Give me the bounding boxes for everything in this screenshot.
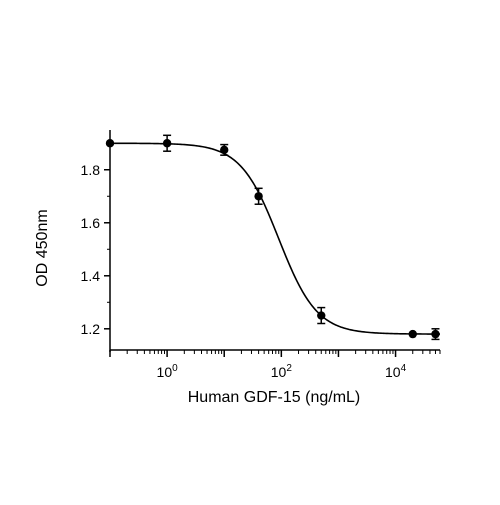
x-tick-label: 100: [157, 363, 179, 380]
y-tick-label: 1.2: [81, 321, 101, 337]
x-axis-label: Human GDF-15 (ng/mL): [188, 389, 361, 406]
axes: [109, 130, 440, 352]
fit-curve-group: [110, 142, 441, 335]
data-point: [408, 329, 417, 339]
x-tick-label: 102: [271, 363, 293, 380]
y-tick-label: 1.8: [81, 162, 101, 178]
fit-curve: [110, 142, 441, 335]
y-tick-label: 1.6: [81, 215, 101, 231]
data-point: [254, 192, 263, 201]
data-point: [220, 145, 229, 155]
x-tick-label: 104: [385, 363, 407, 380]
data-point: [317, 311, 326, 320]
data-points: [105, 134, 440, 341]
data-point: [431, 329, 440, 339]
data-point: [162, 139, 172, 148]
ticks: 1.2 1.4 1.6 1.8 100 102 104: [81, 142, 441, 380]
y-axis-label: OD 450nm: [34, 209, 51, 286]
y-tick-label: 1.4: [81, 268, 101, 284]
data-point: [105, 139, 115, 148]
